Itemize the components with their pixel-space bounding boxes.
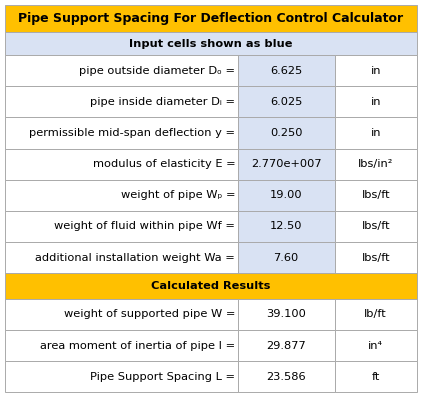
FancyBboxPatch shape (238, 118, 335, 148)
FancyBboxPatch shape (335, 180, 417, 211)
FancyBboxPatch shape (5, 148, 238, 180)
FancyBboxPatch shape (335, 55, 417, 86)
FancyBboxPatch shape (335, 118, 417, 148)
Text: in: in (371, 128, 381, 138)
FancyBboxPatch shape (335, 211, 417, 242)
FancyBboxPatch shape (335, 242, 417, 273)
Text: modulus of elasticity E =: modulus of elasticity E = (92, 159, 235, 169)
Text: lbs/ft: lbs/ft (361, 222, 390, 231)
Text: lbs/ft: lbs/ft (361, 190, 390, 200)
FancyBboxPatch shape (5, 242, 238, 273)
Text: Pipe Support Spacing For Deflection Control Calculator: Pipe Support Spacing For Deflection Cont… (19, 12, 403, 25)
FancyBboxPatch shape (238, 148, 335, 180)
FancyBboxPatch shape (238, 86, 335, 118)
FancyBboxPatch shape (335, 148, 417, 180)
FancyBboxPatch shape (5, 299, 238, 330)
FancyBboxPatch shape (238, 242, 335, 273)
FancyBboxPatch shape (335, 299, 417, 330)
Text: ft: ft (371, 372, 380, 382)
Text: 6.025: 6.025 (270, 97, 302, 107)
FancyBboxPatch shape (5, 55, 238, 86)
Text: weight of pipe Wₚ =: weight of pipe Wₚ = (121, 190, 235, 200)
Text: 0.250: 0.250 (270, 128, 303, 138)
FancyBboxPatch shape (5, 118, 238, 148)
Text: pipe inside diameter Dᵢ =: pipe inside diameter Dᵢ = (90, 97, 235, 107)
FancyBboxPatch shape (238, 55, 335, 86)
FancyBboxPatch shape (5, 32, 417, 55)
Text: Calculated Results: Calculated Results (151, 281, 271, 291)
Text: lb/ft: lb/ft (364, 309, 387, 319)
Text: weight of fluid within pipe Wf =: weight of fluid within pipe Wf = (54, 222, 235, 231)
Text: lbs/in²: lbs/in² (358, 159, 393, 169)
FancyBboxPatch shape (5, 180, 238, 211)
Text: additional installation weight Wa =: additional installation weight Wa = (35, 252, 235, 262)
Text: 6.625: 6.625 (270, 66, 302, 76)
Text: permissible mid-span deflection y =: permissible mid-span deflection y = (29, 128, 235, 138)
Text: area moment of inertia of pipe I =: area moment of inertia of pipe I = (40, 341, 235, 351)
Text: lbs/ft: lbs/ft (361, 252, 390, 262)
Text: in: in (371, 97, 381, 107)
Text: 23.586: 23.586 (266, 372, 306, 382)
FancyBboxPatch shape (238, 361, 335, 392)
FancyBboxPatch shape (5, 273, 417, 299)
Text: 2.770e+007: 2.770e+007 (251, 159, 322, 169)
Text: 7.60: 7.60 (273, 252, 299, 262)
FancyBboxPatch shape (335, 86, 417, 118)
FancyBboxPatch shape (238, 180, 335, 211)
Text: Input cells shown as blue: Input cells shown as blue (129, 39, 293, 49)
FancyBboxPatch shape (238, 299, 335, 330)
FancyBboxPatch shape (5, 330, 238, 361)
FancyBboxPatch shape (335, 361, 417, 392)
Text: 29.877: 29.877 (266, 341, 306, 351)
FancyBboxPatch shape (238, 211, 335, 242)
Text: 39.100: 39.100 (266, 309, 306, 319)
Text: weight of supported pipe W =: weight of supported pipe W = (64, 309, 235, 319)
Text: 19.00: 19.00 (270, 190, 303, 200)
Text: 12.50: 12.50 (270, 222, 303, 231)
FancyBboxPatch shape (335, 330, 417, 361)
FancyBboxPatch shape (5, 86, 238, 118)
FancyBboxPatch shape (5, 5, 417, 32)
Text: Pipe Support Spacing L =: Pipe Support Spacing L = (90, 372, 235, 382)
FancyBboxPatch shape (5, 211, 238, 242)
Text: in⁴: in⁴ (368, 341, 383, 351)
FancyBboxPatch shape (5, 361, 238, 392)
FancyBboxPatch shape (238, 330, 335, 361)
Text: in: in (371, 66, 381, 76)
Text: pipe outside diameter Dₒ =: pipe outside diameter Dₒ = (79, 66, 235, 76)
